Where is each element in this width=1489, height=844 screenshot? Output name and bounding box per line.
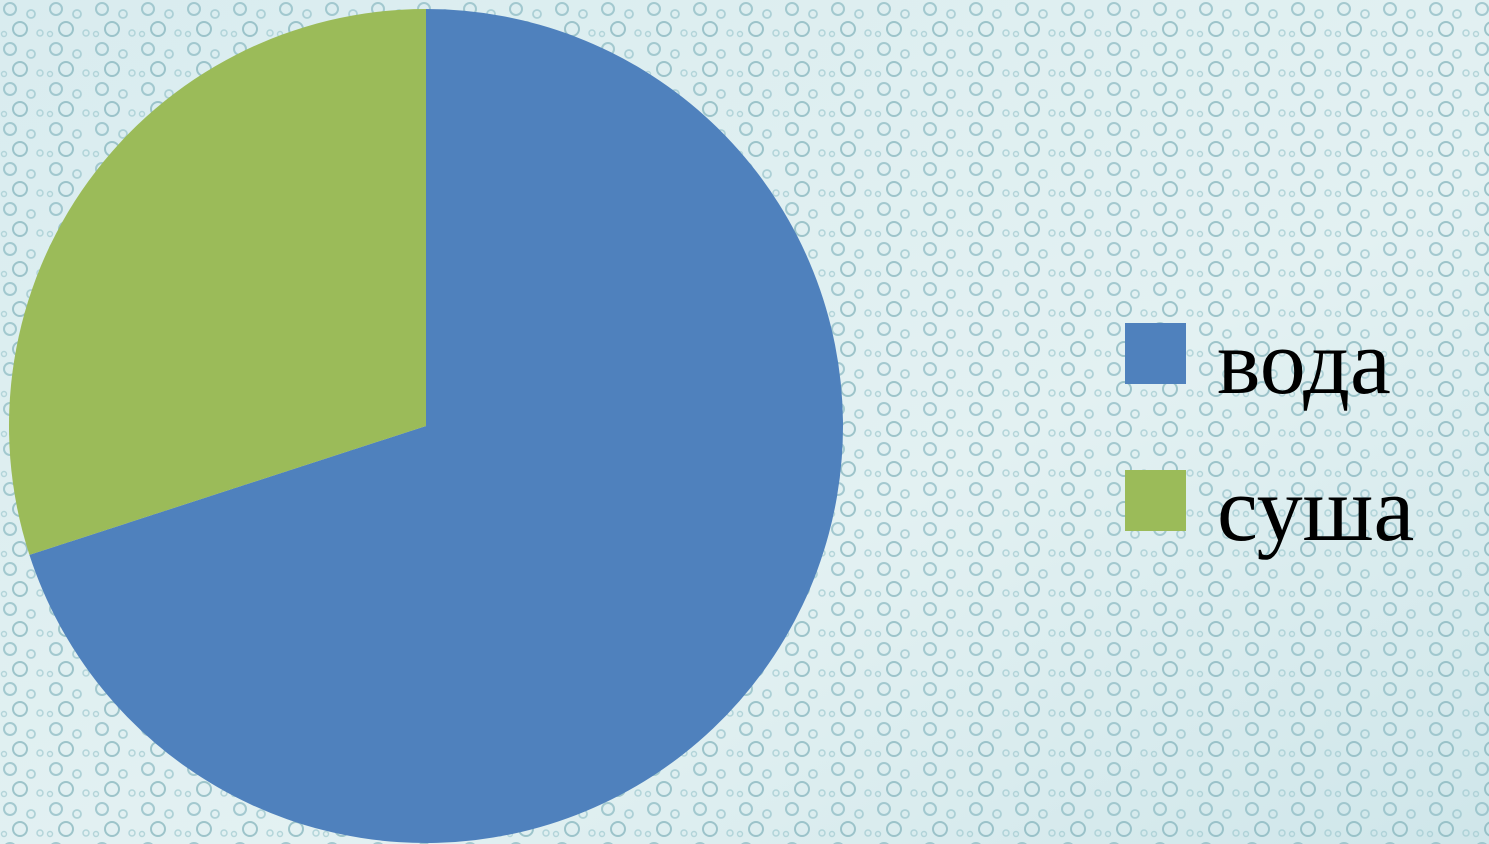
- legend-label: вода: [1217, 311, 1391, 413]
- legend: вода суша: [1125, 311, 1414, 560]
- pie-chart: [8, 9, 844, 844]
- legend-swatch: [1125, 470, 1186, 531]
- legend-swatch: [1125, 323, 1186, 384]
- pie-slice: [8, 9, 427, 555]
- pie-slice: [29, 9, 844, 844]
- legend-label: суша: [1217, 458, 1414, 560]
